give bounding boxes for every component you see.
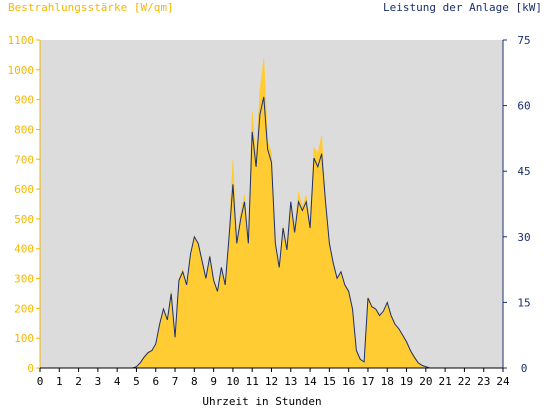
left-tick-label: 200 — [14, 302, 34, 315]
x-tick-label: 15 — [323, 375, 336, 388]
x-tick-label: 0 — [37, 375, 44, 388]
x-tick-label: 16 — [342, 375, 355, 388]
right-tick-label: 30 — [517, 231, 530, 244]
x-tick-label: 14 — [303, 375, 317, 388]
x-tick-label: 20 — [419, 375, 432, 388]
x-tick-label: 5 — [133, 375, 140, 388]
left-tick-label: 700 — [14, 153, 34, 166]
x-tick-label: 21 — [439, 375, 452, 388]
left-tick-label: 1100 — [8, 34, 35, 47]
x-tick-label: 6 — [152, 375, 159, 388]
right-tick-label: 60 — [517, 100, 530, 113]
left-tick-label: 500 — [14, 213, 34, 226]
x-tick-label: 11 — [246, 375, 259, 388]
x-tick-label: 23 — [477, 375, 490, 388]
left-tick-label: 800 — [14, 123, 34, 136]
x-tick-label: 8 — [191, 375, 198, 388]
x-tick-label: 22 — [458, 375, 471, 388]
x-tick-label: 24 — [496, 375, 510, 388]
x-tick-label: 18 — [381, 375, 394, 388]
x-tick-label: 7 — [172, 375, 179, 388]
x-tick-label: 9 — [210, 375, 217, 388]
x-tick-label: 12 — [265, 375, 278, 388]
right-tick-label: 45 — [517, 165, 530, 178]
power-line — [40, 96, 503, 369]
left-tick-label: 900 — [14, 94, 34, 107]
right-tick-label: 0 — [521, 362, 528, 375]
left-tick-label: 400 — [14, 243, 34, 256]
x-tick-label: 10 — [226, 375, 239, 388]
x-axis-title: Uhrzeit in Stunden — [202, 395, 321, 408]
right-axis-title: Leistung der Anlage [kW] — [383, 1, 542, 14]
left-tick-label: 300 — [14, 273, 34, 286]
x-tick-label: 19 — [400, 375, 413, 388]
x-tick-label: 4 — [114, 375, 121, 388]
left-axis-title: Bestrahlungsstärke [W/qm] — [8, 1, 174, 14]
x-tick-label: 2 — [75, 375, 82, 388]
left-tick-label: 600 — [14, 183, 34, 196]
x-tick-label: 1 — [56, 375, 63, 388]
left-tick-label: 0 — [27, 362, 34, 375]
x-tick-label: 17 — [361, 375, 374, 388]
right-tick-label: 75 — [517, 34, 530, 47]
x-tick-label: 13 — [284, 375, 297, 388]
tick-group: 0100200300400500600700800900100011000153… — [8, 34, 531, 388]
right-tick-label: 15 — [517, 296, 530, 309]
left-tick-label: 100 — [14, 332, 34, 345]
left-tick-label: 1000 — [8, 64, 35, 77]
x-tick-label: 3 — [95, 375, 102, 388]
